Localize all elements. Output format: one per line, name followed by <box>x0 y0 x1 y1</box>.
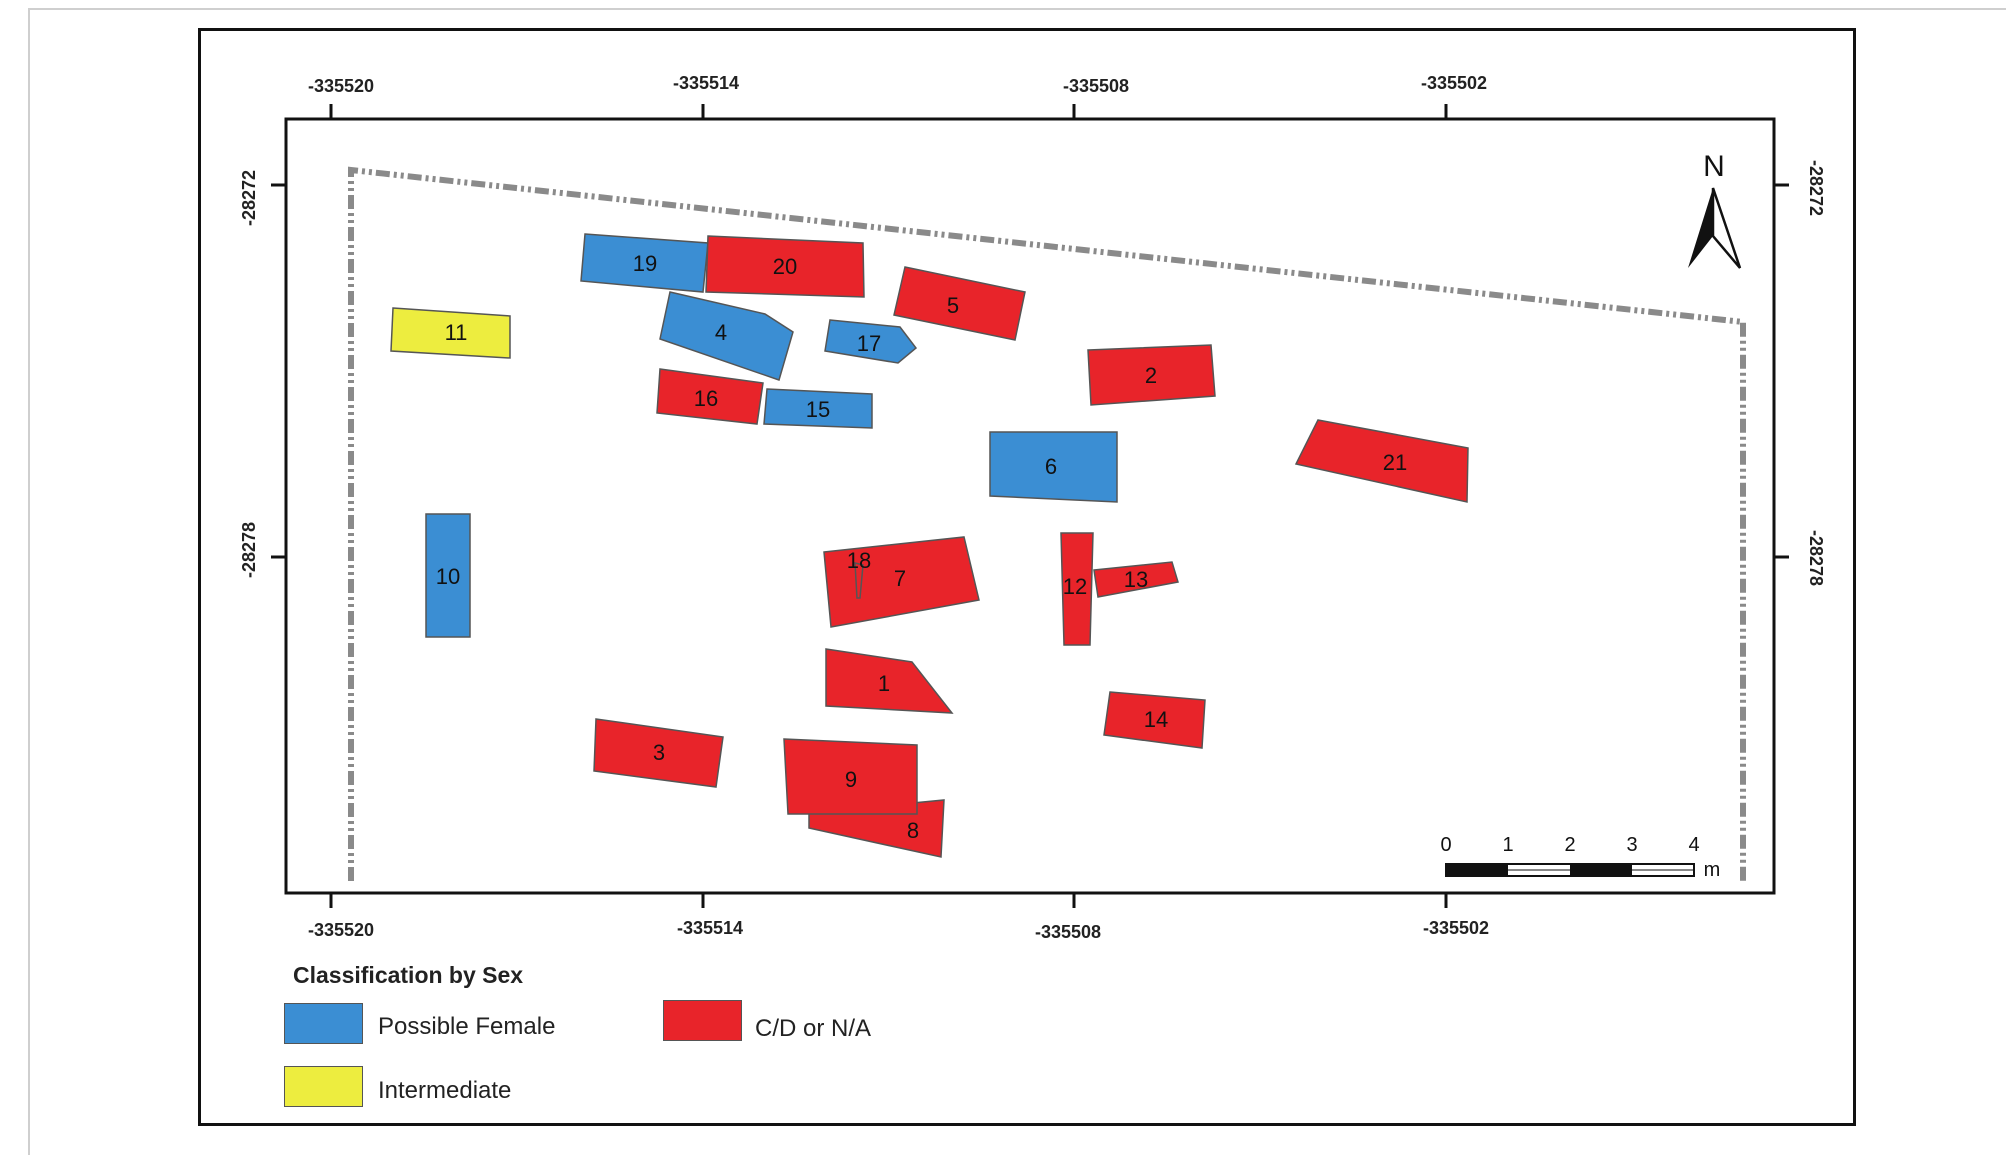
burial-label: 7 <box>894 566 906 591</box>
burial-label: 6 <box>1045 454 1057 479</box>
legend-swatch-intermediate <box>284 1066 363 1107</box>
x-ticks-bottom <box>329 893 1448 908</box>
y-tick-label-right: -28278 <box>1806 530 1826 586</box>
scale-bar-unit: m <box>1704 859 1721 881</box>
scale-bar-label: 0 <box>1440 834 1451 856</box>
x-tick-label-bottom: -335514 <box>677 918 743 938</box>
burial-label: 8 <box>907 818 919 843</box>
burial-label: 4 <box>715 320 727 345</box>
legend-swatch-possible-female <box>284 1003 363 1044</box>
x-tick-label-bottom: -335508 <box>1035 922 1101 942</box>
burial-label: 3 <box>653 740 665 765</box>
burial-label: 21 <box>1383 450 1407 475</box>
burial-label: 20 <box>773 254 797 279</box>
burial-14 <box>1103 691 1206 749</box>
burial-label: 15 <box>806 397 830 422</box>
burial-label: 9 <box>845 767 857 792</box>
burial-1 <box>825 648 954 714</box>
map-inner-border <box>284 117 1776 895</box>
burial-7 <box>823 536 980 628</box>
burial-label: 12 <box>1063 574 1087 599</box>
legend-label-intermediate: Intermediate <box>378 1077 512 1104</box>
burial-18 <box>854 562 864 599</box>
legend-swatch-cd-or-na <box>663 1000 742 1041</box>
scale-bar <box>1445 863 1695 877</box>
scale-bar-label: 4 <box>1688 834 1699 856</box>
burial-9 <box>783 738 918 815</box>
y-tick-label-left: -28278 <box>239 522 259 578</box>
burial-3 <box>593 718 724 788</box>
north-arrow-label: N <box>1703 150 1725 183</box>
burial-21 <box>1294 419 1469 503</box>
x-tick-label-top: -335508 <box>1063 76 1129 96</box>
burial-17 <box>824 319 918 364</box>
burial-10 <box>425 513 471 638</box>
burial-label: 19 <box>633 251 657 276</box>
legend-label-possible-female: Possible Female <box>378 1013 556 1040</box>
y-ticks <box>271 183 1789 559</box>
x-tick-label-top: -335502 <box>1421 73 1487 93</box>
burial-label: 10 <box>436 564 460 589</box>
x-tick-label-top: -335520 <box>308 76 374 96</box>
burial-12 <box>1060 532 1094 646</box>
burial-19 <box>580 233 709 293</box>
x-ticks-top <box>329 104 1448 119</box>
burial-label: 2 <box>1145 363 1157 388</box>
burial-13 <box>1093 561 1179 598</box>
burial-16 <box>656 368 764 425</box>
legend-title: Classification by Sex <box>293 962 524 988</box>
excavation-boundary <box>348 166 1746 881</box>
x-tick-label-bottom: -335502 <box>1423 918 1489 938</box>
burial-2 <box>1087 344 1216 406</box>
north-arrow-icon <box>1688 187 1742 269</box>
burial-6 <box>989 431 1118 503</box>
burial-15 <box>763 388 873 429</box>
burial-11 <box>390 307 511 359</box>
burial-label: 13 <box>1124 567 1148 592</box>
y-tick-label-left: -28272 <box>239 170 259 226</box>
burial-label: 14 <box>1144 707 1168 732</box>
y-tick-label-right: -28272 <box>1806 160 1826 216</box>
burial-20 <box>705 235 865 298</box>
burial-features <box>390 233 1469 858</box>
burial-5 <box>893 266 1026 341</box>
scale-bar-label: 1 <box>1502 834 1513 856</box>
scale-bar-label: 2 <box>1564 834 1575 856</box>
burial-label: 18 <box>847 548 871 573</box>
burial-label: 11 <box>445 320 468 345</box>
burial-4 <box>659 291 794 381</box>
map-frame <box>198 28 1856 1126</box>
scale-bar-label: 3 <box>1626 834 1637 856</box>
burial-label: 1 <box>878 671 890 696</box>
burial-label: 17 <box>857 331 881 356</box>
x-tick-label-bottom: -335520 <box>308 920 374 940</box>
x-tick-label-top: -335514 <box>673 73 739 93</box>
burial-label: 16 <box>694 386 718 411</box>
legend-label-cd-or-na: C/D or N/A <box>755 1015 872 1042</box>
burial-label: 5 <box>947 293 959 318</box>
